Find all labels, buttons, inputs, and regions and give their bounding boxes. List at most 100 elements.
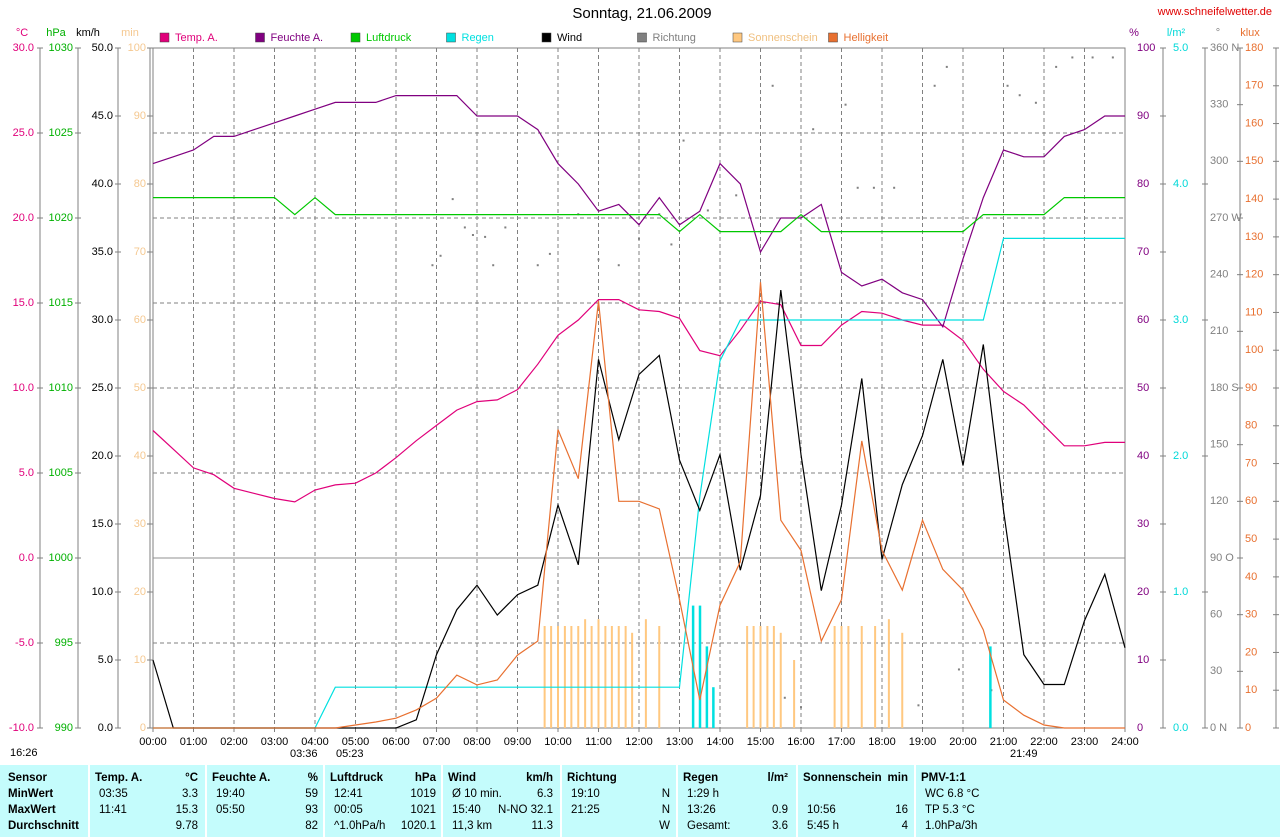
column-title: Luftdruck [330, 772, 384, 784]
y-tick-label: 330 [1210, 99, 1228, 111]
table-cell: N [662, 804, 670, 816]
direction-point [1091, 56, 1094, 59]
sunshine-bar [766, 626, 769, 728]
rain-bar [698, 605, 702, 728]
sunshine-bar [644, 619, 647, 728]
direction-point [1006, 84, 1009, 87]
x-tick-label: 09:00 [504, 736, 532, 748]
annotation: 03:36 [290, 748, 318, 760]
table-cell: 1019 [410, 788, 436, 800]
axis-unit: % [1129, 27, 1139, 39]
y-tick-label: 0 [1245, 722, 1251, 734]
x-tick-label: 07:00 [423, 736, 451, 748]
y-tick-label: 80 [1137, 178, 1149, 190]
legend-swatch [255, 32, 265, 43]
y-tick-label: 0.0 [98, 722, 113, 734]
table-cell: 3.6 [772, 820, 788, 832]
direction-point [945, 65, 948, 68]
y-tick-label: 995 [55, 637, 73, 649]
legend-label: Feuchte A. [271, 32, 324, 44]
y-tick-label: 0 [140, 722, 146, 734]
direction-point [872, 186, 875, 189]
table-cell: 03:35 [99, 788, 128, 800]
legend-swatch [828, 32, 838, 43]
table-cell: 00:05 [334, 804, 363, 816]
y-tick-label: 70 [134, 246, 146, 258]
legend-swatch [350, 32, 361, 43]
y-tick-label: 120 [1245, 269, 1263, 281]
row-label: Durchschnitt [8, 820, 79, 832]
x-tick-label: 08:00 [463, 736, 491, 748]
y-tick-label: 10 [1137, 654, 1149, 666]
y-tick-label: 0.0 [1173, 722, 1188, 734]
sunshine-bar [610, 626, 613, 728]
x-tick-label: 03:00 [261, 736, 289, 748]
y-tick-label: 10 [1245, 684, 1257, 696]
y-tick-label: 1000 [49, 552, 73, 564]
legend-label: Luftdruck [366, 32, 412, 44]
legend-label: Helligkeit [844, 32, 889, 44]
table-cell: 15.3 [176, 804, 198, 816]
column-title: Regen [683, 772, 718, 784]
y-tick-label: 1010 [49, 382, 73, 394]
sunshine-bar [658, 626, 661, 728]
table-cell: 9.78 [176, 820, 198, 832]
y-tick-label: 2.0 [1173, 450, 1188, 462]
y-tick-label: 5.0 [1173, 42, 1188, 54]
axis-unit: klux [1240, 27, 1260, 39]
table-cell: 12:41 [334, 788, 363, 800]
table-cell: 3.3 [182, 788, 198, 800]
x-tick-label: 05:00 [342, 736, 370, 748]
y-tick-label: 30 [1137, 518, 1149, 530]
y-tick-label: 45.0 [92, 110, 113, 122]
table-cell: 1.0hPa/3h [925, 820, 977, 832]
y-tick-label: 50 [134, 382, 146, 394]
sunshine-bar [901, 632, 904, 728]
y-tick-label: 180 [1245, 42, 1263, 54]
x-tick-label: 23:00 [1071, 736, 1099, 748]
series-line [153, 196, 1125, 233]
x-tick-label: 17:00 [828, 736, 856, 748]
y-tick-label: 210 [1210, 325, 1228, 337]
direction-point [1055, 65, 1058, 68]
sunshine-bar [631, 632, 634, 728]
table-cell: 59 [305, 788, 318, 800]
y-tick-label: 60 [1245, 495, 1257, 507]
y-tick-label: 80 [1245, 420, 1257, 432]
y-tick-label: 100 [1137, 42, 1155, 54]
column-unit: l/m² [768, 772, 789, 784]
direction-point [536, 264, 539, 267]
y-tick-label: 40 [1245, 571, 1257, 583]
direction-point [771, 84, 774, 87]
y-tick-label: 25.0 [92, 382, 113, 394]
y-tick-label: 1015 [49, 297, 73, 309]
table-cell: 6.3 [537, 788, 553, 800]
y-tick-label: -10.0 [9, 722, 34, 734]
legend-label: Temp. A. [175, 32, 218, 44]
y-tick-label: 10 [134, 654, 146, 666]
row-label: MaxWert [8, 804, 56, 816]
y-tick-label: 90 [1245, 382, 1257, 394]
legend-swatch [159, 32, 170, 43]
column-unit: % [308, 772, 318, 784]
direction-point [706, 209, 709, 212]
y-tick-label: 5.0 [19, 467, 34, 479]
y-tick-label: 130 [1245, 231, 1263, 243]
y-tick-label: 110 [1245, 306, 1263, 318]
column-title: Temp. A. [95, 772, 142, 784]
y-tick-label: 15.0 [92, 518, 113, 530]
y-tick-label: 60 [134, 314, 146, 326]
sunshine-bar [604, 626, 607, 728]
y-tick-label: 40 [1137, 450, 1149, 462]
sunshine-bar [577, 626, 580, 728]
y-tick-label: 1025 [49, 127, 73, 139]
y-tick-label: 20 [1245, 646, 1257, 658]
x-tick-label: 14:00 [706, 736, 734, 748]
direction-point [735, 194, 738, 197]
legend-label: Richtung [653, 32, 696, 44]
table-cell: W [659, 820, 670, 832]
sunshine-bar [557, 626, 559, 728]
table-cell: 5:45 h [807, 820, 839, 832]
